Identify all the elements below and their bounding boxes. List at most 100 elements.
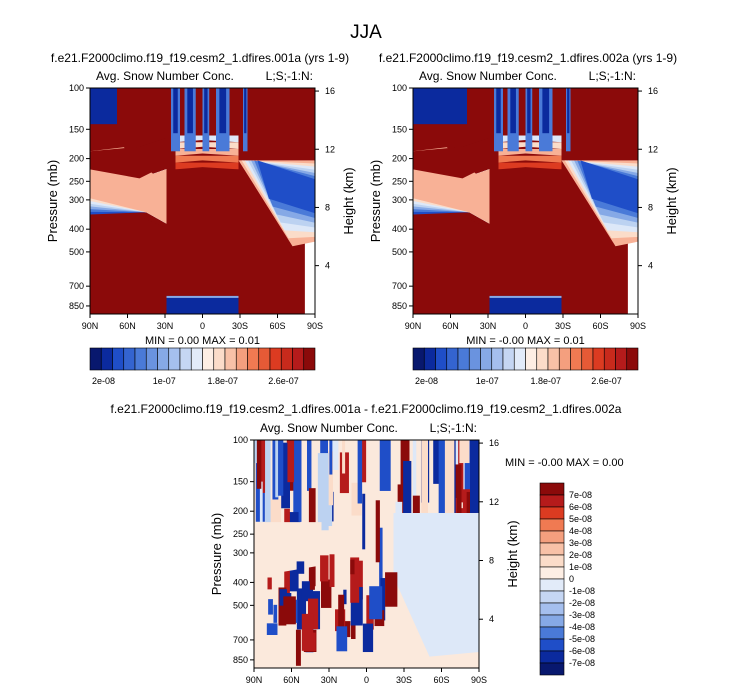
x-tick-label: 30N [157,321,174,331]
diff-streak [327,484,333,527]
colorbar-label: -1e-08 [569,586,595,596]
y-right-tick-label: 8 [489,556,494,566]
y-tick-label: 500 [69,247,84,257]
colorbar-label: 2e-08 [92,376,115,386]
panel-001a: 2e-08 1e-07 1.8e-07 2.6e-07 MIN = 0.00 MAX =… [45,51,356,386]
diff-streak [379,440,391,491]
upper-blue-core [542,88,550,134]
colorbar: 2e-08 1e-07 1.8e-07 2.6e-07 [412,347,639,386]
diff-lower-streak [369,586,383,620]
y-axis-title: Pressure (mb) [368,160,383,242]
panel-title: f.e21.F2000climo.f19_f19.cesm2_1.dfires.… [111,402,622,416]
axis-ticks [250,439,483,672]
colorbar-cell [190,347,203,371]
diff-lower-streak [385,572,398,607]
colorbar-label: 2e-08 [569,550,592,560]
diff-lower-streak [278,587,287,626]
colorbar-cell [539,566,565,580]
colorbar-cell [539,542,565,556]
colorbar-cell [269,347,282,371]
y-right-tick-label: 4 [648,261,653,271]
sh-gradient-band [580,160,638,214]
y-tick-label: 850 [392,301,407,311]
colorbar-label: 1.8e-07 [207,376,238,386]
y-right-tick-label: 8 [325,202,330,212]
colorbar-cell [446,347,459,371]
colorbar-cell [539,650,565,664]
diff-streak [443,440,455,539]
panel-subtitle-right: L;S;-1:N: [589,69,636,83]
diff-lower-streak [343,589,347,605]
surface-blue-edge [166,295,239,298]
colorbar-label: 0 [569,574,574,584]
field-strip [627,88,638,213]
colorbar-label: 5e-08 [569,514,592,524]
diff-lower-streak [301,613,314,651]
diff-lower-streak [267,577,272,590]
diff-streak [317,453,329,531]
colorbar-label: 4e-08 [569,526,592,536]
colorbar-cell [539,530,565,544]
x-tick-label: 90N [82,321,99,331]
tropical-band [498,155,562,163]
y-tick-label: 700 [392,281,407,291]
y-tick-label: 200 [233,506,248,516]
upper-blue-core [496,88,501,134]
y-tick-label: 500 [392,247,407,257]
colorbar-label: 2.6e-07 [268,376,299,386]
y-axis-title: Pressure (mb) [209,513,224,595]
diff-lower-streak [273,604,278,623]
nh-lower-region [90,214,167,314]
colorbar-label: -3e-08 [569,610,595,620]
colorbar-label: 3e-08 [569,538,592,548]
diff-lower-streak [301,581,314,602]
y-tick-label: 300 [69,195,84,205]
x-tick-label: 30S [232,321,248,331]
x-tick-label: 90S [630,321,646,331]
field [413,88,638,314]
y-right-tick-label: 16 [489,438,499,448]
colorbar-cell [123,347,136,371]
y-right-tick-label: 8 [648,202,653,212]
diff-streak [330,440,339,470]
colorbar-cell [100,347,113,371]
x-tick-label: 60N [442,321,459,331]
diff-streak [379,527,383,600]
x-tick-label: 60S [269,321,285,331]
y-right-tick-label: 4 [325,261,330,271]
upper-blue-core [527,88,531,134]
x-tick-label: 90N [246,675,263,685]
tropical-column [166,169,239,305]
diff-streak [438,440,445,534]
field [254,440,479,668]
y-tick-label: 150 [69,124,84,134]
nh-light-region [254,522,322,577]
x-tick-label: 0 [523,321,528,331]
x-tick-label: 60N [119,321,136,331]
y-right-axis-title: Height (km) [505,520,520,587]
y-tick-label: 400 [69,224,84,234]
colorbar-cell [502,347,515,371]
diff-streak [260,440,268,493]
y-right-tick-label: 12 [489,497,499,507]
y-tick-label: 250 [233,529,248,539]
y-right-tick-label: 16 [648,86,658,96]
colorbar-cell [539,506,565,520]
colorbar-cell [539,602,565,616]
colorbar-label: 2.6e-07 [591,376,622,386]
colorbar-cell [89,347,102,371]
diff-streak [358,440,367,483]
panel-stats: MIN = -0.00 MAX = 0.01 [466,335,585,347]
diff-streak [275,440,279,498]
y-right-axis-title: Height (km) [341,167,356,234]
colorbar-cell [303,347,316,371]
upper-blue-core [173,88,178,134]
colorbar-cell [235,347,248,371]
diff-streak [452,464,462,516]
colorbar-cell [539,518,565,532]
colorbar-cell [603,347,616,371]
colorbar-cell [626,347,639,371]
colorbar-cell [247,347,260,371]
sh-gradient-band [257,160,315,214]
